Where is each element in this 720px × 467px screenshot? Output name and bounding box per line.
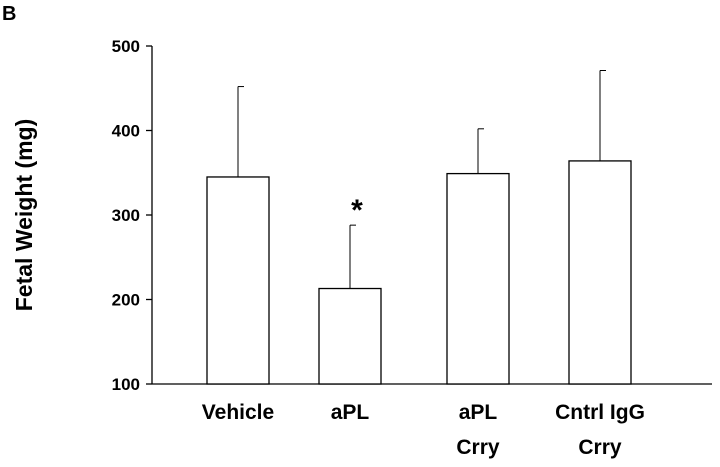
x-category-label: aPL [331,401,370,424]
x-category-label: Crry [456,436,500,459]
x-category-label: Vehicle [202,401,274,424]
panel-label: B [2,3,16,25]
bar [568,160,632,385]
y-tick-label: 300 [112,206,140,225]
bars [206,160,632,385]
y-axis-title: Fetal Weight (mg) [11,119,37,312]
error-bars [237,70,606,289]
x-category-label: Cntrl IgG [555,401,645,424]
bar [446,172,510,385]
y-tick-label: 200 [112,291,140,310]
bar [206,176,270,385]
x-category-label: Crry [578,436,622,459]
y-tick-label: 100 [112,375,140,394]
bar [318,287,382,385]
y-tick-label: 500 [112,37,140,56]
annotations: * [351,194,363,227]
y-tick-label: 400 [112,122,140,141]
significance-marker: * [351,194,363,227]
x-category-label: aPL [459,401,498,424]
y-ticks: 100 200 300 400 500 [112,37,152,394]
x-labels: Vehicle aPL aPL Crry Cntrl IgG Crry [202,401,645,459]
